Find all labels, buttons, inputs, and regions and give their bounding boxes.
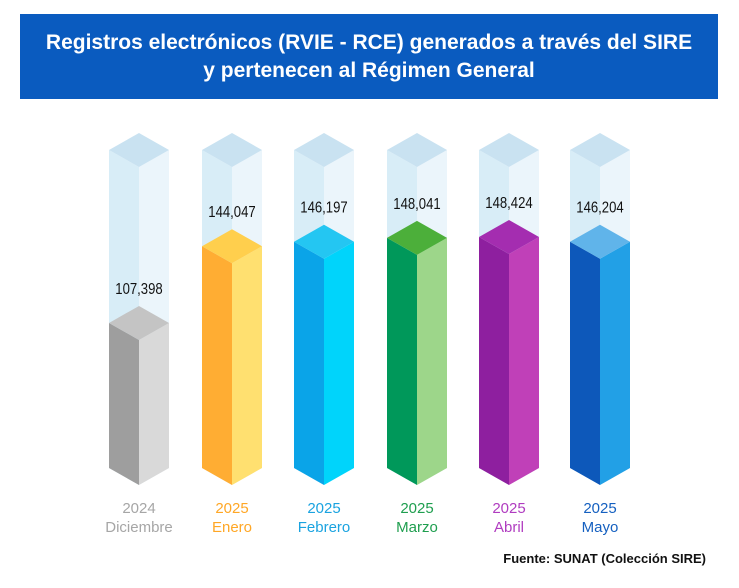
bar-right-face <box>417 237 447 485</box>
category-month-label: Abril <box>494 519 524 536</box>
bar-left-face <box>109 322 139 485</box>
bar-right-face <box>139 322 169 485</box>
bar-top-face <box>294 224 354 259</box>
category-year-label: 2025 <box>492 500 525 517</box>
source-note: Fuente: SUNAT (Colección SIRE) <box>503 551 706 566</box>
category-year-label: 2025 <box>307 500 340 517</box>
category-month-label: Mayo <box>582 519 619 536</box>
ghost-top-face <box>294 133 354 167</box>
category-year-label: 2025 <box>215 500 248 517</box>
ghost-top-face <box>479 133 539 167</box>
bar-top-face <box>479 220 539 255</box>
bar-top-face <box>570 224 630 259</box>
bar-left-face <box>570 241 600 485</box>
category-year-label: 2025 <box>400 500 433 517</box>
bar-value-label: 144,047 <box>208 204 255 221</box>
category-year-label: 2025 <box>583 500 616 517</box>
bar-top-face <box>387 220 447 255</box>
bar-right-face <box>324 241 354 485</box>
category-month-label: Marzo <box>396 519 438 536</box>
category-month-label: Enero <box>212 519 252 536</box>
bar-left-face <box>387 237 417 485</box>
bar-value-label: 107,398 <box>115 281 162 298</box>
bar-top-face <box>109 305 169 340</box>
bar-left-face <box>294 241 324 485</box>
bar-value-label: 148,041 <box>393 196 440 213</box>
bar-right-face <box>232 246 262 485</box>
ghost-top-face <box>570 133 630 167</box>
bar-top-face <box>202 229 262 264</box>
chart-title: Registros electrónicos (RVIE - RCE) gene… <box>45 30 693 82</box>
ghost-top-face <box>202 133 262 167</box>
bar-left-face <box>202 246 232 485</box>
bar-right-face <box>600 241 630 485</box>
category-month-label: Diciembre <box>105 519 173 536</box>
bar-value-label: 146,197 <box>300 200 347 217</box>
bar-left-face <box>479 237 509 485</box>
category-month-label: Febrero <box>298 519 351 536</box>
bar-value-label: 148,424 <box>485 195 532 212</box>
ghost-top-face <box>387 133 447 167</box>
category-year-label: 2024 <box>122 500 155 517</box>
bar-right-face <box>509 237 539 485</box>
bar-value-label: 146,204 <box>576 200 623 217</box>
ghost-top-face <box>109 133 169 167</box>
title-banner: Registros electrónicos (RVIE - RCE) gene… <box>20 14 718 99</box>
